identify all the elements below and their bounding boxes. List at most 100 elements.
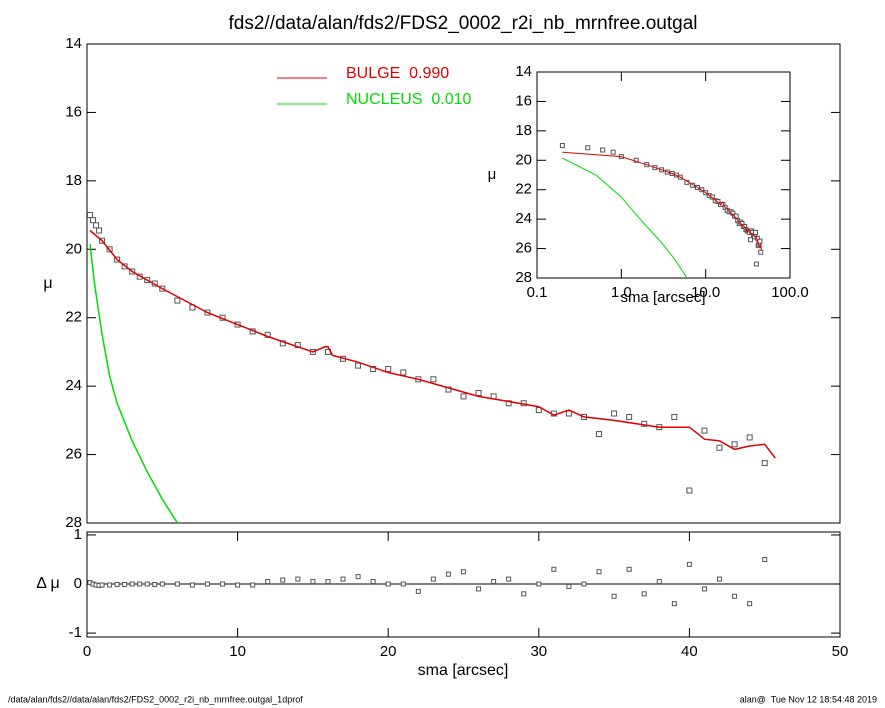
data-point — [294, 342, 301, 349]
data-point — [757, 238, 763, 244]
data-point — [174, 581, 180, 587]
data-point — [656, 579, 662, 585]
data-point — [174, 297, 181, 304]
y-tick-label: 14 — [515, 63, 532, 80]
data-point — [551, 566, 557, 572]
plot-frame — [86, 43, 841, 524]
y-tick-label: 0 — [74, 575, 82, 592]
data-point — [355, 574, 361, 580]
data-point — [189, 582, 195, 588]
model-line — [89, 229, 776, 459]
data-point — [235, 582, 241, 588]
data-point — [753, 261, 759, 267]
x-axis-label: sma [arcsec] — [418, 662, 509, 679]
data-point — [641, 591, 647, 597]
data-point — [445, 571, 451, 577]
data-point — [250, 582, 256, 588]
data-point — [400, 581, 406, 587]
y-tick-label: 28 — [515, 269, 532, 286]
y-tick-label: 18 — [515, 122, 532, 139]
data-point — [600, 147, 606, 153]
data-point — [581, 581, 587, 587]
data-point — [96, 227, 103, 234]
data-point — [761, 460, 768, 467]
data-point — [475, 389, 482, 396]
model-line — [89, 244, 179, 523]
x-tick-label: 50 — [832, 643, 849, 660]
data-point — [204, 581, 210, 587]
data-point — [122, 582, 128, 587]
y-tick-label: 24 — [65, 377, 82, 394]
y-tick-label: 28 — [65, 514, 82, 531]
data-point — [385, 581, 391, 587]
y-tick-label: 16 — [515, 92, 532, 109]
data-point — [430, 376, 437, 383]
data-point — [355, 362, 362, 369]
x-tick-label: 0 — [83, 643, 91, 660]
plot-frame — [536, 71, 791, 279]
data-point — [716, 444, 723, 451]
x-tick-label: 100.0 — [771, 284, 809, 301]
legend-label: NUCLEUS 0.010 — [346, 91, 471, 108]
data-point — [611, 410, 618, 417]
main-plot — [87, 212, 776, 523]
data-point — [717, 576, 723, 582]
y-tick-label: -1 — [69, 624, 82, 641]
data-point — [596, 569, 602, 575]
data-point — [340, 576, 346, 582]
data-point — [626, 413, 633, 420]
y-axis-label: μ — [43, 275, 52, 292]
data-point — [370, 579, 376, 585]
y-tick-label: 16 — [65, 103, 82, 120]
y-tick-label: 20 — [65, 240, 82, 257]
data-point — [280, 577, 286, 583]
data-point — [671, 413, 678, 420]
data-point — [747, 601, 753, 607]
data-point — [747, 237, 753, 243]
x-tick-label: 10 — [229, 643, 246, 660]
inset-y-label: μ — [488, 166, 497, 183]
data-point — [566, 583, 572, 589]
data-point — [753, 229, 759, 235]
data-point — [559, 143, 565, 149]
data-point — [93, 222, 100, 229]
data-point — [476, 586, 482, 592]
data-point — [732, 593, 738, 599]
data-point — [310, 579, 316, 585]
data-point — [521, 591, 527, 597]
y-tick-label: 26 — [515, 240, 532, 257]
y-tick-label: 26 — [65, 446, 82, 463]
y-tick-label: 20 — [515, 151, 532, 168]
data-point — [385, 366, 392, 373]
data-point — [731, 441, 738, 448]
data-point — [701, 427, 708, 434]
y-tick-label: 1 — [74, 526, 82, 543]
inset-x-label: sma [arcsec] — [620, 289, 705, 306]
data-point — [325, 579, 331, 585]
data-point — [159, 581, 165, 587]
data-point — [611, 593, 617, 599]
inset-background — [537, 72, 790, 278]
inset-plot — [559, 143, 764, 278]
data-point — [144, 581, 150, 587]
x-tick-label: 1.0 — [611, 284, 632, 301]
data-point — [445, 386, 452, 393]
data-point — [107, 582, 113, 588]
x-tick-label: 40 — [681, 643, 698, 660]
footer-left: /data/alan/fds2//data/alan/fds2/FDS2_000… — [8, 694, 303, 704]
x-tick-label: 10.0 — [691, 284, 720, 301]
data-point — [152, 582, 158, 587]
legend-label: BULGE 0.990 — [346, 65, 449, 82]
data-point — [460, 393, 467, 400]
data-point — [430, 576, 436, 582]
y-tick-label: 18 — [65, 172, 82, 189]
data-point — [709, 194, 715, 200]
residual-y-label: Δ μ — [36, 575, 59, 592]
data-point — [114, 582, 120, 587]
data-point — [265, 579, 271, 585]
data-point — [701, 586, 707, 592]
data-point — [596, 431, 603, 438]
data-point — [671, 601, 677, 607]
data-point — [686, 487, 693, 494]
data-point — [746, 434, 753, 441]
